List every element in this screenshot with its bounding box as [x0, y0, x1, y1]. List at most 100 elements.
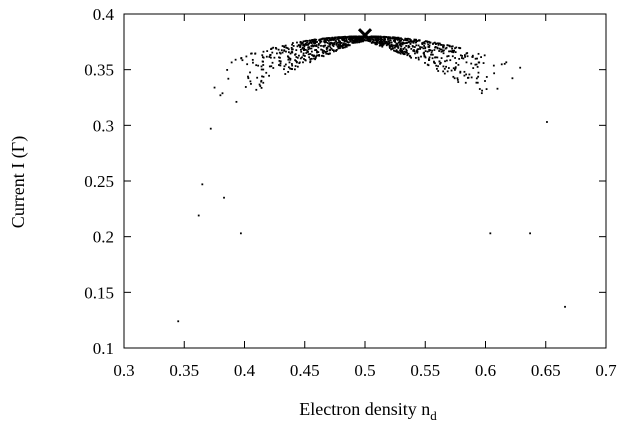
data-point — [478, 88, 481, 90]
data-point — [452, 75, 455, 78]
data-point — [456, 79, 459, 81]
data-point — [306, 50, 309, 52]
data-point — [459, 70, 462, 73]
data-point — [329, 42, 332, 44]
data-point — [290, 46, 293, 49]
data-point — [312, 42, 315, 44]
y-tick-label: 0.1 — [93, 339, 114, 358]
data-point — [450, 69, 453, 72]
data-point — [389, 39, 392, 42]
data-point — [346, 40, 348, 42]
data-point — [309, 58, 312, 60]
data-point — [339, 43, 342, 46]
data-point — [394, 45, 397, 48]
data-point — [421, 42, 423, 45]
data-point — [393, 38, 396, 41]
data-point — [235, 100, 238, 103]
data-point — [457, 63, 460, 66]
data-point — [382, 36, 385, 39]
data-point — [366, 39, 369, 41]
data-point — [268, 65, 271, 68]
data-point — [377, 39, 380, 42]
data-point — [302, 44, 305, 46]
data-point — [327, 40, 330, 42]
data-point — [459, 71, 462, 74]
data-point — [241, 59, 244, 62]
data-point — [332, 39, 335, 41]
data-point — [341, 38, 344, 40]
data-point — [298, 62, 301, 64]
data-point — [375, 40, 378, 42]
data-point — [333, 43, 336, 46]
data-point — [308, 56, 311, 59]
data-point — [324, 41, 326, 44]
data-point — [428, 49, 431, 52]
data-point — [284, 44, 287, 47]
data-point — [350, 38, 353, 41]
data-point — [304, 48, 307, 51]
data-point — [365, 39, 368, 42]
data-point — [387, 43, 390, 46]
data-point — [349, 40, 352, 43]
data-point — [430, 53, 432, 56]
data-point — [285, 46, 288, 49]
data-point — [281, 51, 284, 54]
x-tick-label: 0.45 — [290, 361, 320, 380]
data-point — [332, 45, 335, 48]
data-point — [313, 57, 315, 60]
data-point — [422, 41, 425, 44]
data-point — [412, 49, 415, 52]
data-point — [413, 38, 416, 41]
y-tick-label: 0.4 — [93, 5, 115, 24]
data-point — [329, 38, 332, 41]
data-point — [320, 44, 322, 47]
data-point — [317, 54, 319, 57]
data-point — [322, 52, 325, 55]
data-point — [480, 56, 482, 59]
data-point — [259, 85, 262, 87]
data-point — [427, 43, 430, 46]
data-point — [416, 50, 419, 53]
data-point — [283, 65, 286, 68]
data-point — [302, 61, 304, 64]
data-point — [401, 49, 403, 52]
data-point — [291, 48, 293, 51]
data-point — [406, 52, 408, 54]
data-point — [286, 47, 289, 50]
data-point — [317, 51, 320, 53]
data-point — [564, 305, 566, 308]
data-point — [287, 58, 290, 61]
data-point — [446, 70, 449, 73]
data-point — [437, 43, 440, 46]
data-point — [464, 55, 466, 58]
data-point — [227, 77, 230, 80]
data-point — [413, 50, 416, 53]
data-point — [330, 42, 333, 45]
data-point — [316, 54, 318, 57]
data-point — [463, 54, 466, 57]
data-point — [384, 42, 386, 45]
data-point — [262, 68, 265, 71]
x-tick-label: 0.7 — [595, 361, 617, 380]
data-point — [371, 38, 374, 41]
data-point — [371, 41, 374, 44]
data-point — [449, 50, 452, 53]
data-point — [221, 92, 224, 95]
data-point — [433, 41, 436, 44]
data-point — [240, 57, 243, 60]
data-point — [339, 37, 342, 40]
data-point — [386, 36, 389, 39]
data-point — [427, 46, 430, 48]
data-point — [234, 58, 237, 61]
data-point — [405, 45, 408, 47]
data-point — [310, 50, 313, 53]
data-point — [262, 50, 265, 53]
data-point — [314, 44, 317, 47]
data-point — [483, 54, 486, 57]
data-point — [354, 41, 356, 44]
data-point — [433, 49, 436, 51]
data-point — [453, 68, 456, 71]
y-axis-ticks: 0.1 0.15 0.2 0.25 0.3 0.35 0.4 — [84, 5, 606, 358]
data-point — [305, 43, 308, 46]
data-point — [373, 41, 376, 44]
